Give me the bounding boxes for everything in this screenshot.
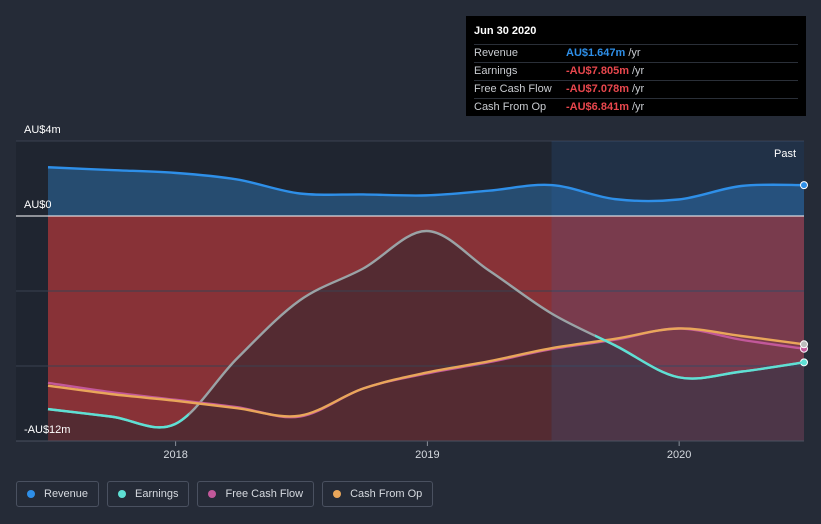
line-earnings-early (47, 407, 189, 429)
legend-label: Cash From Op (350, 488, 423, 500)
past-region (551, 141, 804, 441)
y-tick-label: AU$4m (24, 124, 61, 136)
legend-label: Revenue (44, 488, 89, 500)
legend-item-free-cash-flow[interactable]: Free Cash Flow (197, 481, 315, 507)
legend: Revenue Earnings Free Cash Flow Cash Fro… (16, 481, 441, 509)
tooltip-row-revenue: Revenue AU$1.647m /yr (474, 44, 798, 62)
legend-item-cash-from-op[interactable]: Cash From Op (322, 481, 434, 507)
legend-dot-icon (333, 490, 342, 498)
legend-dot-icon (118, 490, 127, 498)
line-cash-from-op (47, 327, 805, 418)
tooltip-date: Jun 30 2020 (474, 25, 537, 37)
line-earnings-past (594, 334, 805, 380)
line-revenue (47, 166, 805, 203)
tooltip-value: -AU$7.805m (566, 65, 629, 77)
tooltip-row-earnings: Earnings -AU$7.805m /yr (474, 62, 798, 80)
legend-dot-icon (208, 490, 217, 498)
earnings-area (48, 230, 804, 441)
legend-label: Free Cash Flow (225, 488, 304, 500)
tooltip-value: AU$1.647m (566, 47, 626, 59)
y-tick-label: AU$0 (24, 199, 52, 211)
tooltip-label: Revenue (474, 47, 519, 59)
x-tick-label: 2018 (163, 449, 187, 461)
tooltip-value: -AU$6.841m (566, 101, 629, 113)
tooltip-value: -AU$7.078m (566, 83, 629, 95)
legend-label: Earnings (135, 488, 179, 500)
tooltip-label: Cash From Op (474, 101, 547, 113)
tooltip-unit: /yr (631, 83, 645, 95)
tooltip-unit: /yr (628, 47, 641, 59)
marker-cash-from-op (800, 340, 808, 349)
tooltip-unit: /yr (631, 101, 645, 113)
past-label: Past (774, 148, 796, 160)
tooltip-label: Free Cash Flow (474, 83, 552, 95)
legend-item-earnings[interactable]: Earnings (107, 481, 190, 507)
legend-item-revenue[interactable]: Revenue (16, 481, 100, 507)
legend-dot-icon (27, 490, 35, 498)
x-tick-label: 2020 (667, 449, 691, 461)
marker-revenue (800, 181, 808, 190)
y-tick-label: -AU$12m (24, 424, 70, 436)
tooltip-row-free-cash-flow: Free Cash Flow -AU$7.078m /yr (474, 80, 798, 98)
x-tick-label: 2019 (415, 449, 439, 461)
tooltip-row-cash-from-op: Cash From Op -AU$6.841m /yr (474, 98, 798, 116)
tooltip: Jun 30 2020 Revenue AU$1.647m /yr Earnin… (466, 16, 806, 116)
tooltip-label: Earnings (474, 65, 518, 77)
tooltip-unit: /yr (631, 65, 645, 77)
